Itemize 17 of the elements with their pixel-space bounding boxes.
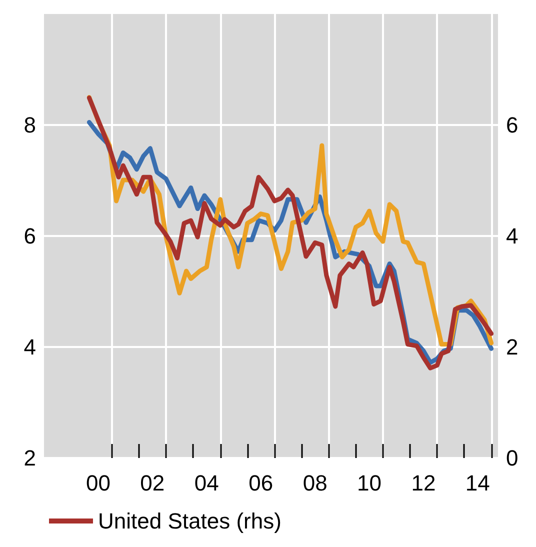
y2-tick-label: 0	[506, 446, 518, 470]
y-tick-label: 4	[24, 334, 36, 360]
x-tick-label: 06	[248, 470, 274, 496]
x-tick-label: 04	[194, 470, 219, 496]
x-tick-label: 14	[465, 470, 490, 496]
y2-tick-label: 6	[506, 112, 518, 138]
y2-tick-label: 2	[506, 334, 518, 360]
y-tick-label: 6	[24, 224, 36, 248]
legend-label: United States (rhs)	[98, 508, 282, 534]
y2-tick-label: 4	[506, 224, 518, 248]
y-tick-label: 8	[24, 112, 36, 138]
y-tick-label: 2	[24, 446, 36, 470]
x-tick-label: 10	[357, 470, 382, 496]
x-tick-label: 02	[140, 470, 165, 496]
x-tick-label: 12	[411, 470, 436, 496]
x-tick-label: 08	[302, 470, 328, 496]
x-tick-label: 00	[86, 470, 110, 496]
